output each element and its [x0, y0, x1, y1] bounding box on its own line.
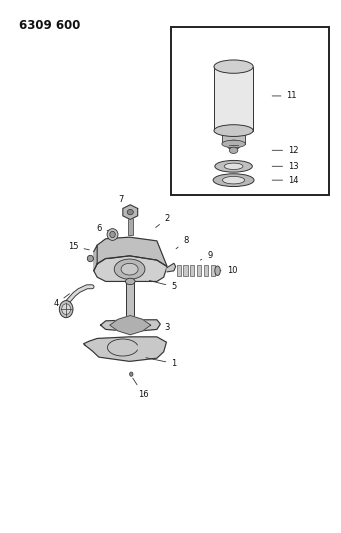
Polygon shape — [84, 337, 166, 361]
Text: 10: 10 — [218, 266, 237, 275]
Text: 7: 7 — [118, 196, 128, 211]
Ellipse shape — [125, 316, 135, 323]
Ellipse shape — [87, 255, 93, 262]
Bar — [183, 265, 188, 276]
Bar — [170, 27, 329, 195]
Text: 16: 16 — [133, 378, 149, 399]
Ellipse shape — [114, 259, 145, 279]
Bar — [222, 129, 246, 144]
Ellipse shape — [227, 140, 240, 150]
Bar — [211, 265, 215, 276]
Ellipse shape — [107, 229, 118, 240]
Polygon shape — [167, 263, 176, 272]
Text: 3: 3 — [136, 324, 170, 332]
Ellipse shape — [222, 140, 246, 148]
Ellipse shape — [121, 263, 138, 275]
Ellipse shape — [130, 372, 133, 376]
Ellipse shape — [215, 266, 220, 276]
Text: 12: 12 — [272, 146, 299, 155]
Bar — [214, 67, 253, 131]
Bar — [177, 265, 181, 276]
Bar — [197, 265, 201, 276]
Polygon shape — [94, 256, 167, 281]
Text: 11: 11 — [272, 92, 297, 100]
Ellipse shape — [127, 209, 133, 215]
Text: 14: 14 — [272, 176, 299, 184]
Polygon shape — [110, 316, 151, 335]
Polygon shape — [101, 320, 160, 332]
Text: 4: 4 — [54, 294, 70, 308]
Polygon shape — [94, 245, 97, 271]
Text: 9: 9 — [200, 252, 212, 260]
Bar — [126, 281, 134, 320]
Ellipse shape — [224, 163, 243, 169]
Ellipse shape — [214, 60, 253, 74]
Text: 1: 1 — [146, 358, 177, 368]
Bar — [204, 265, 208, 276]
Ellipse shape — [62, 304, 71, 314]
Polygon shape — [123, 205, 138, 220]
Text: 2: 2 — [155, 214, 170, 228]
Ellipse shape — [229, 147, 238, 154]
Ellipse shape — [125, 278, 135, 285]
Bar — [128, 216, 133, 235]
Ellipse shape — [213, 174, 254, 187]
Ellipse shape — [222, 176, 245, 184]
Bar — [190, 265, 194, 276]
Text: 13: 13 — [272, 162, 299, 171]
Text: 6: 6 — [96, 224, 110, 232]
Text: 5: 5 — [149, 280, 177, 291]
Ellipse shape — [59, 301, 73, 318]
Text: 15: 15 — [68, 242, 89, 251]
Ellipse shape — [110, 231, 115, 238]
Polygon shape — [97, 237, 167, 266]
Ellipse shape — [215, 160, 252, 172]
Ellipse shape — [214, 125, 253, 136]
Text: 8: 8 — [176, 237, 189, 249]
Text: 6309 600: 6309 600 — [19, 19, 80, 31]
